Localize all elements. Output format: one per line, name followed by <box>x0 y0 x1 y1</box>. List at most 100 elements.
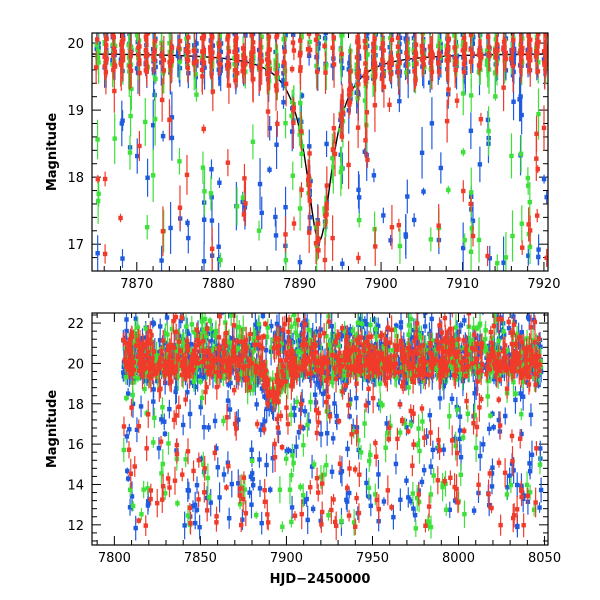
data-point <box>226 507 232 529</box>
data-point <box>419 403 425 414</box>
data-point <box>340 383 345 400</box>
data-point <box>168 202 173 254</box>
data-point <box>120 249 125 268</box>
data-point <box>273 391 279 411</box>
data-point <box>291 102 296 114</box>
y-tick-label: 12 <box>67 519 84 534</box>
data-point <box>519 334 525 350</box>
data-point <box>289 65 295 73</box>
data-point <box>449 393 455 405</box>
data-point <box>339 45 344 63</box>
data-point <box>321 354 327 371</box>
data-point <box>346 70 352 119</box>
data-point <box>269 337 274 359</box>
data-point <box>225 53 230 85</box>
data-point <box>519 205 524 243</box>
data-point <box>425 514 431 528</box>
data-point <box>180 414 186 436</box>
data-point <box>143 322 148 335</box>
data-point <box>159 78 165 122</box>
data-point <box>497 411 503 440</box>
data-point <box>537 455 543 475</box>
data-point <box>217 33 222 63</box>
data-point <box>538 477 544 503</box>
y-tick-label: 18 <box>67 398 84 413</box>
data-point <box>178 347 183 355</box>
data-point <box>536 381 541 389</box>
data-point <box>270 443 275 473</box>
data-point <box>160 397 165 418</box>
data-point <box>400 416 405 427</box>
data-point <box>265 499 270 530</box>
data-point <box>487 340 492 352</box>
data-point <box>201 242 207 271</box>
data-point <box>343 381 349 390</box>
data-point <box>460 355 465 384</box>
data-point <box>196 491 201 508</box>
data-point <box>468 112 474 150</box>
data-point <box>199 389 205 407</box>
data-point <box>256 314 262 334</box>
data-point <box>455 491 461 514</box>
data-point <box>167 478 172 498</box>
data-point <box>204 499 210 522</box>
data-point <box>534 136 539 181</box>
data-point <box>339 514 344 528</box>
data-point <box>224 403 230 431</box>
data-point <box>299 111 304 151</box>
data-point <box>284 394 289 421</box>
data-point <box>471 411 476 435</box>
data-point <box>470 352 475 375</box>
data-point <box>373 446 379 467</box>
data-point <box>424 427 429 446</box>
data-point <box>313 399 319 422</box>
data-point <box>332 361 337 375</box>
data-point <box>416 482 421 506</box>
data-point <box>133 313 139 328</box>
data-point <box>389 35 394 84</box>
data-point <box>356 174 362 221</box>
data-point <box>198 378 203 386</box>
data-point <box>125 475 131 482</box>
data-point <box>330 432 336 445</box>
data-point <box>183 392 188 407</box>
data-point <box>158 378 163 399</box>
data-point <box>373 349 378 375</box>
data-point <box>494 313 496 320</box>
data-point <box>506 316 511 327</box>
data-point <box>494 35 499 77</box>
data-point <box>95 175 101 184</box>
data-point <box>283 343 288 362</box>
data-point <box>264 395 269 423</box>
data-point <box>243 326 249 353</box>
data-point <box>250 479 256 491</box>
data-point <box>480 436 486 453</box>
data-point <box>498 363 503 373</box>
data-point <box>206 423 211 432</box>
data-point <box>479 334 484 361</box>
data-point <box>354 492 359 504</box>
data-point <box>226 329 232 356</box>
data-point <box>537 359 543 369</box>
data-point <box>261 423 267 436</box>
data-point <box>405 179 410 214</box>
data-point <box>130 386 135 404</box>
data-point <box>195 352 200 364</box>
data-point <box>395 33 401 45</box>
data-point <box>347 460 352 477</box>
data-point <box>479 394 484 404</box>
data-point <box>345 346 350 374</box>
data-point <box>383 433 388 463</box>
data-point <box>381 497 387 506</box>
data-point <box>183 314 189 339</box>
data-point <box>426 363 432 388</box>
data-point <box>314 53 320 91</box>
data-point <box>260 313 266 320</box>
data-point <box>531 353 536 360</box>
data-point <box>383 355 389 384</box>
data-point <box>286 314 292 326</box>
data-point <box>468 196 473 212</box>
data-point <box>518 385 523 402</box>
data-point <box>241 471 247 484</box>
data-point <box>174 444 180 464</box>
